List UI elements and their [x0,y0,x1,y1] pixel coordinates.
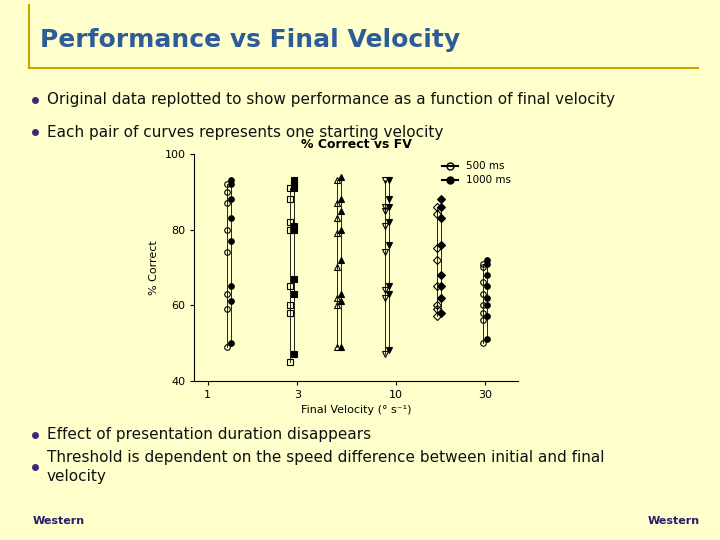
X-axis label: Final Velocity (° s⁻¹): Final Velocity (° s⁻¹) [301,406,412,415]
Text: Western: Western [648,516,700,526]
Text: Effect of presentation duration disappears: Effect of presentation duration disappea… [47,427,371,442]
Text: Threshold is dependent on the speed difference between initial and final
velocit: Threshold is dependent on the speed diff… [47,450,604,484]
Text: Western: Western [32,516,84,526]
Legend: 500 ms, 1000 ms: 500 ms, 1000 ms [440,159,513,187]
Y-axis label: % Correct: % Correct [149,240,159,295]
Text: Performance vs Final Velocity: Performance vs Final Velocity [40,29,460,52]
Text: Each pair of curves represents one starting velocity: Each pair of curves represents one start… [47,125,444,140]
Text: Original data replotted to show performance as a function of final velocity: Original data replotted to show performa… [47,92,615,107]
Title: % Correct vs FV: % Correct vs FV [301,138,412,151]
